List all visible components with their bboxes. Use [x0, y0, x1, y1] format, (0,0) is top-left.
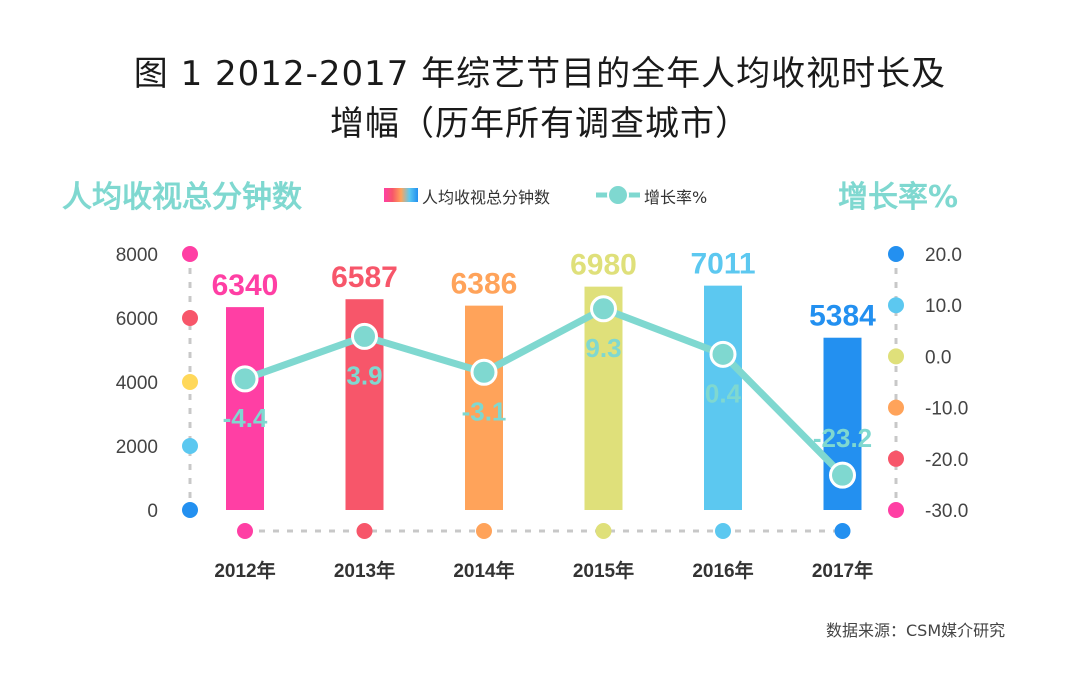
- left-tick-label: 8000: [116, 245, 158, 266]
- data-source-note: 数据来源：CSM媒介研究: [826, 621, 1006, 640]
- bar-value-label: 6980: [570, 249, 637, 282]
- x-tick-label: 2013年: [334, 559, 395, 582]
- left-axis-dot: [182, 374, 198, 390]
- right-axis-label: 增长率%: [838, 180, 959, 215]
- left-axis-dot: [182, 246, 198, 262]
- bar-value-label: 7011: [690, 248, 755, 281]
- left-axis-dot: [182, 310, 198, 326]
- growth-rate-label: -4.4: [223, 403, 268, 433]
- growth-rate-point: [709, 340, 737, 368]
- right-tick-label: -30.0: [925, 501, 968, 522]
- left-axis-dot: [182, 502, 198, 518]
- x-axis-dot: [834, 523, 851, 539]
- legend-line-label: 增长率%: [644, 188, 708, 207]
- x-tick-label: 2014年: [453, 559, 514, 582]
- left-tick-label: 2000: [116, 437, 158, 458]
- x-axis-dot: [595, 523, 612, 539]
- growth-rate-point: [829, 461, 856, 489]
- bar: [584, 286, 623, 510]
- growth-rate-label: 0.4: [705, 378, 742, 408]
- right-axis-dot: [888, 246, 904, 262]
- x-tick-label: 2016年: [692, 559, 753, 582]
- bar: [226, 307, 264, 510]
- legend-bar-label: 人均收视总分钟数: [422, 188, 551, 207]
- right-axis-dot: [888, 450, 904, 467]
- right-axis-dot: [888, 502, 904, 518]
- right-tick-label: -10.0: [925, 399, 968, 420]
- bar-value-label: 6340: [212, 269, 279, 302]
- x-tick-label: 2015年: [573, 559, 634, 582]
- right-tick-label: 10.0: [925, 296, 962, 317]
- left-tick-label: 6000: [116, 309, 158, 330]
- growth-rate-label: -23.2: [813, 423, 872, 453]
- left-tick-label: 4000: [116, 373, 158, 394]
- bar-value-label: 6587: [331, 261, 398, 294]
- growth-rate-point: [231, 365, 259, 393]
- bar: [704, 285, 742, 510]
- right-axis-dot: [888, 348, 904, 365]
- growth-rate-label: 3.9: [346, 360, 382, 390]
- x-axis-dot: [476, 523, 492, 539]
- right-tick-label: 20.0: [925, 245, 962, 266]
- legend-line-marker: [607, 184, 629, 206]
- growth-rate-label: 9.3: [585, 333, 621, 363]
- x-tick-label: 2017年: [812, 559, 873, 582]
- growth-rate-point: [590, 295, 617, 323]
- chart-title-line1: 图 1 2012-2017 年综艺节目的全年人均收视时长及: [133, 54, 947, 94]
- right-axis-dot: [888, 297, 904, 314]
- left-axis-dot: [182, 438, 198, 454]
- growth-rate-label: -3.1: [462, 396, 507, 426]
- growth-rate-point: [470, 358, 498, 386]
- bar-value-label: 5384: [809, 300, 876, 333]
- right-tick-label: 0.0: [925, 347, 951, 368]
- x-axis-dot: [715, 523, 731, 539]
- bar: [465, 305, 503, 510]
- chart-title-line2: 增幅（历年所有调查城市）: [330, 104, 750, 144]
- left-axis-label: 人均收视总分钟数: [62, 180, 302, 215]
- legend-bar-swatch: [384, 188, 418, 202]
- left-tick-label: 0: [147, 501, 158, 522]
- growth-rate-line: [241, 305, 846, 479]
- right-axis-dot: [888, 399, 904, 416]
- x-tick-label: 2012年: [214, 559, 275, 582]
- x-axis-dot: [237, 523, 253, 539]
- x-axis-dot: [356, 523, 373, 539]
- bar-value-label: 6386: [451, 268, 518, 301]
- growth-rate-point: [351, 322, 378, 350]
- right-tick-label: -20.0: [925, 450, 968, 471]
